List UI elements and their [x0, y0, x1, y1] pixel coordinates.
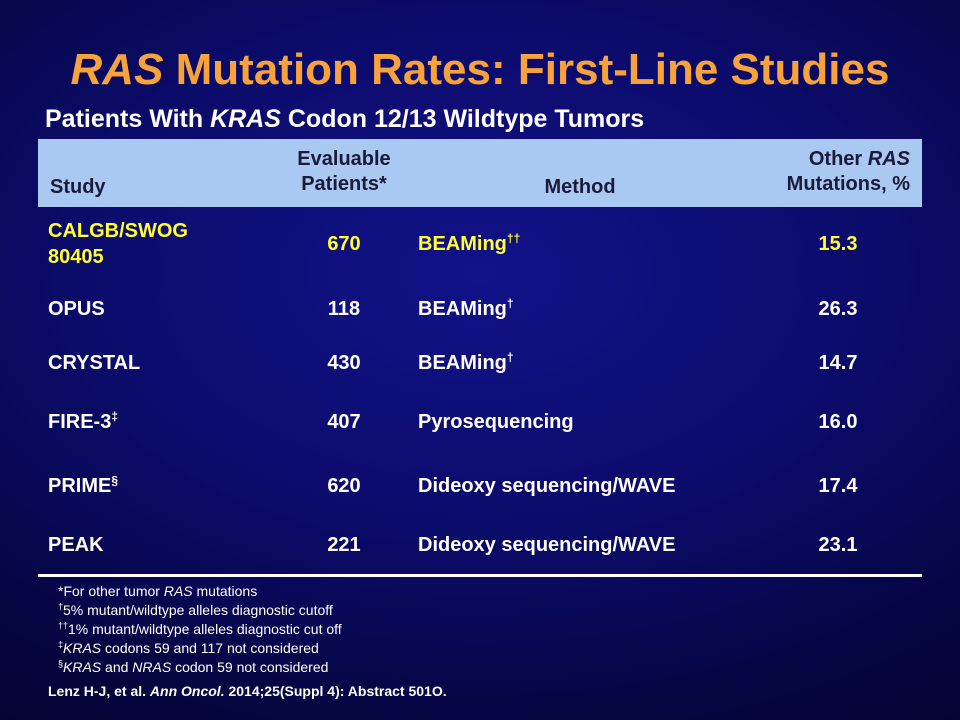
row-study: PRIME§ [48, 473, 118, 499]
table-row: CALGB/SWOG 80405 670 BEAMing†† 15.3 [38, 218, 922, 272]
header-other-line1: Other RAS [787, 147, 910, 172]
footnote-1-italic: RAS [163, 583, 193, 599]
footnote-5-mark: § [58, 658, 64, 669]
row-study-text: FIRE-3 [48, 411, 112, 433]
footnote-1: *For other tumor RAS mutations [58, 582, 342, 601]
row-study-text: PRIME [48, 475, 112, 497]
row-study-footnote-mark: § [111, 473, 119, 488]
header-other-text: Other [808, 148, 868, 170]
footnote-4: ‡KRAS codons 59 and 117 not considered [58, 639, 342, 658]
footnote-3-mark: †† [58, 620, 69, 631]
citation-authors: Lenz H-J, et al. [48, 683, 150, 699]
row-patients: 670 [327, 233, 361, 255]
subtitle-after: Codon 12/13 Wildtype Tumors [280, 105, 645, 133]
table-bottom-rule [38, 574, 922, 577]
citation-details: 2014;25(Suppl 4): Abstract 501O. [224, 683, 447, 699]
title-text: Mutation Rates: First-Line Studies [163, 45, 890, 94]
header-evaluable-line1: Evaluable [297, 148, 391, 170]
footnote-2: †5% mutant/wildtype alleles diagnostic c… [58, 601, 342, 620]
footnote-5-text: codon 59 not considered [171, 659, 329, 675]
footnote-3: ††1% mutant/wildtype alleles diagnostic … [58, 620, 342, 639]
row-method-text: BEAMing [418, 298, 507, 320]
row-method: Dideoxy sequencing/WAVE [418, 534, 676, 556]
footnote-5-mid: and [101, 659, 133, 675]
footnote-1-text: *For other tumor [58, 583, 164, 599]
subtitle-before: Patients With [45, 105, 211, 133]
row-study-footnote-mark: ‡ [111, 409, 119, 424]
footnote-4-mark: ‡ [58, 639, 64, 650]
footnote-1-after: mutations [192, 583, 258, 599]
header-other-line2: Mutations, % [786, 173, 910, 195]
row-method: Dideoxy sequencing/WAVE [418, 475, 676, 497]
footnote-5: §KRAS and NRAS codon 59 not considered [58, 658, 342, 677]
row-other-mutations: 15.3 [818, 233, 858, 255]
header-evaluable-patients: Evaluable Patients* [256, 147, 432, 197]
row-method-footnote-mark: †† [506, 231, 521, 246]
footnote-3-text: 1% mutant/wildtype alleles diagnostic cu… [68, 621, 342, 637]
row-patients: 430 [327, 352, 361, 374]
header-method: Method [544, 176, 616, 198]
title-ras-italic: RAS [70, 45, 164, 94]
row-study: PEAK [48, 534, 104, 556]
footnote-5-italic2: NRAS [132, 659, 172, 675]
row-study: FIRE-3‡ [48, 409, 118, 435]
row-method-footnote-mark: † [506, 296, 514, 311]
footnote-4-text: codons 59 and 117 not considered [101, 640, 319, 656]
row-patients: 118 [327, 298, 361, 320]
footnote-5-italic: KRAS [63, 659, 102, 675]
row-method-text: BEAMing [418, 233, 507, 255]
row-study: CALGB/SWOG 80405 [48, 218, 188, 270]
row-method: BEAMing† [418, 350, 514, 376]
slide-title: RAS Mutation Rates: First-Line Studies [0, 44, 960, 96]
row-method: BEAMing† [418, 296, 514, 322]
table-header: Study Evaluable Patients* Method Other R… [38, 139, 922, 207]
row-method: Pyrosequencing [418, 411, 574, 433]
slide-subtitle: Patients With KRAS Codon 12/13 Wildtype … [45, 104, 644, 134]
footnotes: *For other tumor RAS mutations †5% mutan… [58, 582, 342, 677]
header-other-ras-mutations: Other RAS Mutations, % [787, 147, 910, 197]
row-other-mutations: 16.0 [818, 411, 858, 433]
footnote-2-mark: † [58, 601, 64, 612]
row-patients: 221 [327, 534, 361, 556]
subtitle-kras-italic: KRAS [210, 105, 281, 133]
row-other-mutations: 14.7 [818, 352, 858, 374]
citation-journal: Ann Oncol. [149, 683, 225, 699]
footnote-2-text: 5% mutant/wildtype alleles diagnostic cu… [63, 602, 333, 618]
row-patients: 620 [327, 475, 361, 497]
header-other-ras-italic: RAS [867, 148, 910, 170]
row-method-footnote-mark: † [506, 350, 514, 365]
row-study-line2: 80405 [48, 246, 104, 268]
header-study: Study [50, 176, 106, 198]
row-study: OPUS [48, 298, 105, 320]
row-study-line1: CALGB/SWOG [48, 220, 188, 242]
row-patients: 407 [327, 411, 361, 433]
row-other-mutations: 26.3 [818, 298, 858, 320]
citation: Lenz H-J, et al. Ann Oncol. 2014;25(Supp… [48, 683, 447, 699]
header-evaluable-line2: Patients* [301, 173, 387, 195]
row-other-mutations: 17.4 [818, 475, 858, 497]
footnote-4-italic: KRAS [63, 640, 102, 656]
row-study: CRYSTAL [48, 352, 141, 374]
row-method-text: BEAMing [418, 352, 507, 374]
row-method: BEAMing†† [418, 231, 520, 257]
row-other-mutations: 23.1 [818, 534, 858, 556]
